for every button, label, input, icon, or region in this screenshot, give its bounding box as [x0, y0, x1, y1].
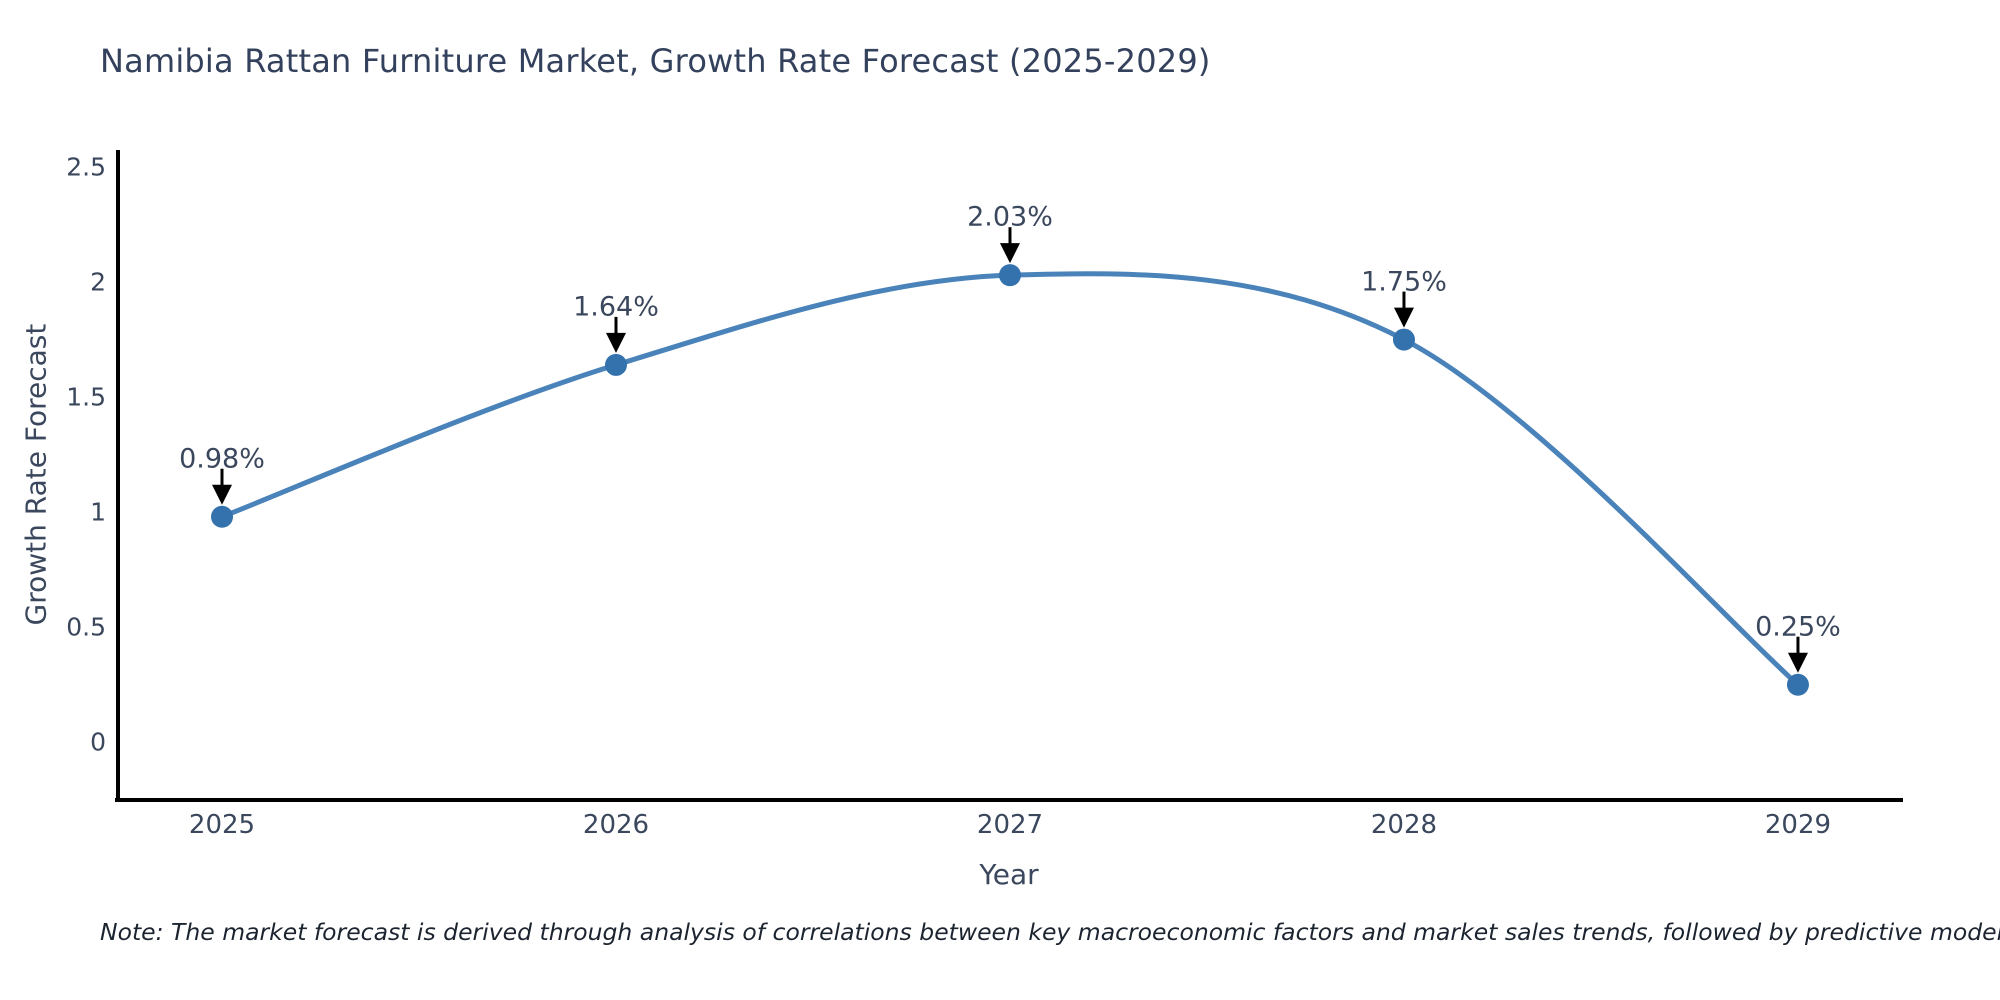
- annotation-arrowhead: [999, 243, 1020, 264]
- annotation-arrowhead: [212, 484, 233, 505]
- x-tick-label: 2027: [976, 810, 1044, 840]
- point-value-label: 0.98%: [179, 443, 265, 475]
- data-point-marker: [604, 353, 627, 376]
- y-axis-title: Growth Rate Forecast: [19, 323, 53, 626]
- data-point-marker: [1786, 673, 1809, 696]
- x-axis-title: Year: [979, 858, 1039, 891]
- forecast-curve: [221, 271, 1800, 687]
- annotation-arrowhead: [1787, 652, 1808, 673]
- y-tick-label: 2: [90, 267, 106, 297]
- y-tick-label: 0: [90, 727, 106, 757]
- x-tick-label: 2028: [1370, 810, 1438, 840]
- x-tick-label: 2026: [582, 810, 650, 840]
- point-value-label: 1.75%: [1361, 266, 1447, 298]
- point-value-label: 2.03%: [967, 201, 1053, 233]
- chart-title: Namibia Rattan Furniture Market, Growth …: [100, 42, 1211, 80]
- annotation-arrowhead: [605, 332, 626, 353]
- data-point-marker: [211, 505, 234, 528]
- data-point-marker: [1392, 328, 1415, 351]
- y-tick-label: 1: [90, 497, 106, 527]
- point-value-label: 0.25%: [1755, 611, 1841, 643]
- annotation-arrowhead: [1393, 307, 1414, 328]
- y-tick-label: 2.5: [66, 152, 106, 182]
- point-value-label: 1.64%: [573, 291, 659, 323]
- x-tick-label: 2025: [188, 810, 256, 840]
- data-point-marker: [998, 264, 1021, 287]
- x-tick-label: 2029: [1764, 810, 1832, 840]
- y-tick-label: 1.5: [66, 382, 106, 412]
- y-tick-label: 0.5: [66, 612, 106, 642]
- footnote: Note: The market forecast is derived thr…: [100, 918, 2000, 946]
